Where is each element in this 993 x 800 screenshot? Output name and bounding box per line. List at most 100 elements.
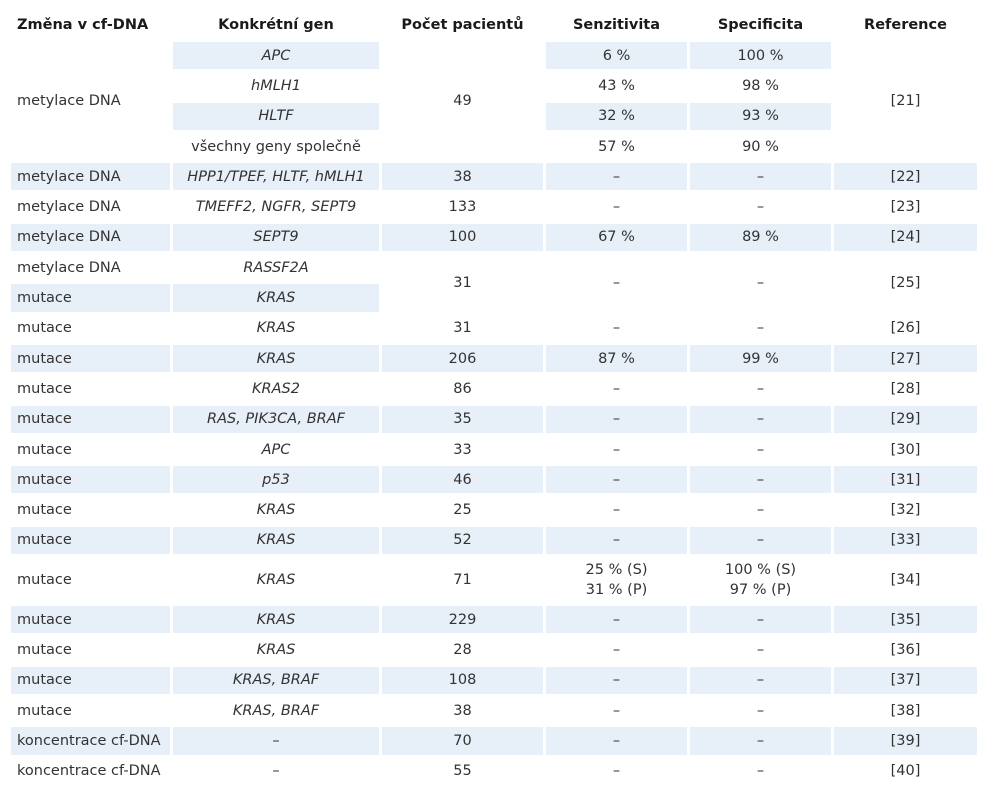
header-row: Změna v cf-DNA Konkrétní gen Počet pacie…	[11, 10, 977, 39]
cell-reference: [39]	[890, 732, 921, 749]
cell-sensitivity: –	[612, 274, 621, 291]
cell-sensitivity: 32 %	[546, 102, 687, 130]
cell-gene: KRAS2	[252, 380, 300, 397]
cell-reference: [22]	[890, 168, 921, 185]
cell-specificity: 89 %	[742, 229, 779, 246]
cell-patients: 49	[453, 93, 472, 110]
cell-change: mutace	[17, 572, 72, 589]
cell-gene: KRAS	[256, 641, 296, 658]
cell-gene: KRAS, BRAF	[232, 702, 320, 719]
cell-specificity: –	[756, 274, 765, 291]
cell-specificity: –	[756, 471, 765, 488]
cell-gene: KRAS	[173, 284, 379, 312]
cell-patients: 38	[453, 702, 472, 719]
cell-reference: [30]	[890, 441, 921, 458]
cell-sensitivity: –	[612, 199, 621, 216]
cell-reference: [34]	[890, 572, 921, 589]
cell-sensitivity: 57 %	[598, 138, 635, 155]
table-row: HLTF 32 % 93 %	[11, 102, 977, 130]
header-patients: Počet pacientů	[401, 16, 524, 33]
cell-patients: 33	[453, 441, 472, 458]
cell-change: mutace	[17, 380, 72, 397]
cell-patients: 70	[453, 732, 472, 749]
cell-reference: [38]	[890, 702, 921, 719]
cell-reference: [37]	[890, 672, 921, 689]
cell-sensitivity: –	[612, 502, 621, 519]
table-row: mutace KRAS 25 – – [32]	[11, 496, 977, 523]
table-row: mutace KRAS, BRAF 108 – – [37]	[11, 666, 977, 694]
cell-gene: KRAS	[256, 611, 296, 628]
cell-reference: [25]	[890, 274, 921, 291]
table-row: metylace DNA TMEFF2, NGFR, SEPT9 133 – –…	[11, 193, 977, 220]
cell-specificity: –	[756, 380, 765, 397]
cell-gene: RAS, PIK3CA, BRAF	[207, 411, 345, 428]
cell-change: mutace	[17, 702, 72, 719]
table-row: mutace p53 46 – – [31]	[11, 466, 977, 494]
cell-sensitivity: 67 %	[598, 229, 635, 246]
cell-specificity: 98 %	[742, 77, 779, 94]
cell-gene: –	[272, 763, 280, 780]
cell-sensitivity: –	[612, 168, 621, 185]
cell-gene: SEPT9	[253, 229, 299, 246]
cell-change: mutace	[17, 350, 72, 367]
cell-reference: [26]	[890, 320, 921, 337]
cell-reference: [29]	[890, 411, 921, 428]
cell-change: metylace DNA	[17, 259, 121, 276]
cell-reference: [33]	[890, 532, 921, 549]
cell-specificity: 93 %	[690, 102, 831, 130]
cell-patients: 206	[448, 350, 477, 367]
cell-reference: [24]	[890, 229, 921, 246]
cell-specificity: –	[756, 168, 765, 185]
cell-specificity: –	[756, 532, 765, 549]
cell-sensitivity: –	[612, 441, 621, 458]
specificity-serum: 100 % (S)	[724, 562, 797, 579]
cell-gene: všechny geny společně	[191, 138, 361, 155]
cell-sensitivity: –	[612, 702, 621, 719]
cell-change: koncentrace cf-DNA	[17, 763, 161, 780]
cell-patients: 28	[453, 641, 472, 658]
cell-sensitivity: –	[612, 611, 621, 628]
cell-change: mutace	[17, 411, 72, 428]
cell-sensitivity: –	[612, 672, 621, 689]
cell-sensitivity: –	[612, 532, 621, 549]
table-row: mutace KRAS 71 25 % (S) 31 % (P) 100 % (…	[11, 557, 977, 603]
table-row: metylace DNA APC 49 6 % 100 % [21]	[11, 42, 977, 109]
cell-specificity: –	[756, 732, 765, 749]
cell-change: metylace DNA	[17, 93, 121, 110]
header-specificity: Specificita	[717, 16, 804, 33]
cell-change: mutace	[17, 441, 72, 458]
header-reference: Reference	[864, 16, 947, 33]
cell-reference: [32]	[890, 502, 921, 519]
cell-patients: 133	[448, 199, 477, 216]
cell-specificity: –	[756, 611, 765, 628]
cell-sensitivity: –	[612, 411, 621, 428]
cell-sensitivity: 43 %	[598, 77, 635, 94]
cell-sensitivity: 25 % (S) 31 % (P)	[546, 557, 687, 603]
cell-specificity: –	[756, 702, 765, 719]
table-row: metylace DNA RASSF2A 31 – – [25]	[11, 254, 977, 291]
table-row: mutace KRAS 229 – – [35]	[11, 606, 977, 634]
table-row: mutace RAS, PIK3CA, BRAF 35 – – [29]	[11, 405, 977, 433]
cell-sensitivity: –	[612, 471, 621, 488]
table-row: mutace KRAS 31 – – [26]	[11, 315, 977, 342]
cell-change: mutace	[17, 471, 72, 488]
cell-change: koncentrace cf-DNA	[17, 732, 161, 749]
cell-patients: 31	[453, 274, 472, 291]
cell-sensitivity: 87 %	[598, 350, 635, 367]
cell-sensitivity: –	[612, 763, 621, 780]
table-row: mutace APC 33 – – [30]	[11, 436, 977, 463]
header-change: Změna v cf-DNA	[17, 16, 149, 33]
cell-gene: KRAS	[256, 350, 296, 367]
cell-change: mutace	[17, 320, 72, 337]
sensitivity-plasma: 31 % (P)	[585, 582, 648, 599]
cell-gene: TMEFF2, NGFR, SEPT9	[195, 199, 357, 216]
cell-specificity: –	[756, 199, 765, 216]
table-row: koncentrace cf-DNA – 55 – – [40]	[11, 758, 977, 785]
table-row: mutace KRAS, BRAF 38 – – [38]	[11, 697, 977, 724]
cell-patients: 25	[453, 502, 472, 519]
table-row: mutace KRAS2 86 – – [28]	[11, 375, 977, 402]
cell-reference: [23]	[890, 199, 921, 216]
cell-patients: 38	[453, 168, 472, 185]
cfdna-table: Změna v cf-DNA Konkrétní gen Počet pacie…	[8, 7, 980, 788]
cell-gene: KRAS	[256, 532, 296, 549]
